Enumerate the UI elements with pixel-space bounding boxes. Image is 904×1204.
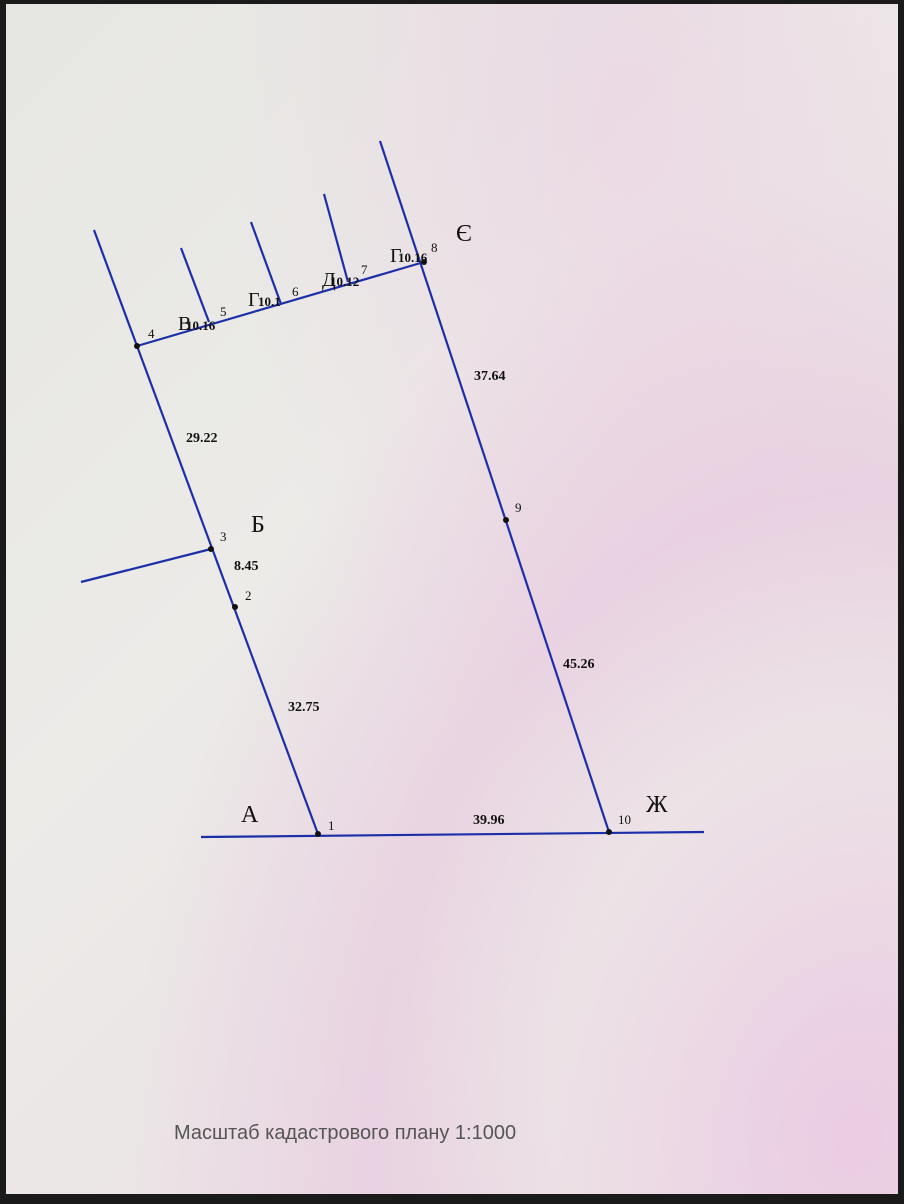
tick-7 [322,193,350,283]
neighbor-code: 10.16 [398,250,428,265]
corner-A: А [241,802,259,828]
point-label: 1 [328,818,335,833]
point-label: 8 [431,240,438,255]
point-9 [503,517,509,523]
point-label: 3 [220,529,227,544]
distance-2-1: 32.75 [288,700,320,715]
point-label: 6 [292,284,299,299]
point-label: 2 [245,588,252,603]
neighbor-letter: В [178,313,191,335]
boundary-left [92,229,320,835]
neighbor-code: 10.1 [258,294,281,309]
tick-6 [249,221,283,305]
scale-caption: Масштаб кадастрового плану 1:1000 [174,1122,517,1144]
neighbor-letter: Г [248,289,260,311]
neighbor-code: 10.16 [186,318,216,333]
boundary-bottom [200,830,705,839]
corner-Zh: Ж [646,792,668,818]
point-label: 9 [515,500,522,515]
point-8 [421,259,427,265]
distance-10-9: 45.26 [563,657,595,672]
corner-E: Є [456,221,472,247]
cadastral-plan: 1 2 3 4 5 6 7 8 9 10 А Б Є Ж В Г Д Г 10.… [80,140,705,839]
corner-B: Б [251,512,265,538]
point-label: 4 [148,326,155,341]
tick-5 [179,247,211,323]
distance-4-3: 29.22 [186,431,218,446]
neighbor-code: 10.12 [330,274,359,289]
branch-3 [80,547,212,584]
point-label: 5 [220,304,227,319]
boundary-right [378,140,611,833]
neighbor-letter: Д [322,269,336,291]
distance-9-8: 37.64 [474,369,506,384]
point-3 [208,546,214,552]
point-1 [315,831,321,837]
point-label: 10 [618,812,631,827]
neighbor-letter: Г [390,245,402,267]
distance-1-10: 39.96 [473,813,505,828]
point-4 [134,343,140,349]
point-2 [232,604,238,610]
distance-3-2: 8.45 [234,559,259,574]
cadastral-plan-screen: 1 2 3 4 5 6 7 8 9 10 А Б Є Ж В Г Д Г 10.… [6,4,898,1194]
point-label: 7 [361,262,368,277]
point-10 [606,829,612,835]
